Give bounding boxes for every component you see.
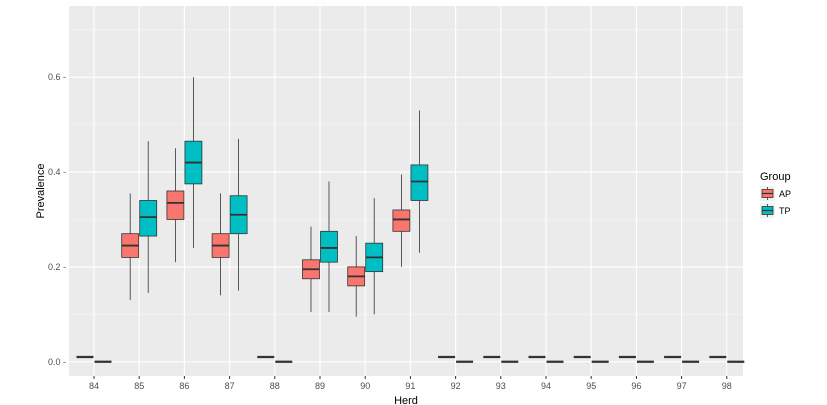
box-body bbox=[320, 230, 338, 263]
x-tick-label: 86 bbox=[179, 381, 189, 391]
legend-keys: AP TP bbox=[760, 186, 791, 218]
y-tick-label: 0.6 - bbox=[48, 72, 66, 82]
x-tick-label: 96 bbox=[631, 381, 641, 391]
box-TP-89 bbox=[320, 181, 338, 312]
x-tick-label: 97 bbox=[677, 381, 687, 391]
box-body bbox=[139, 200, 158, 237]
x-tick-label: 93 bbox=[496, 381, 506, 391]
y-tick-label: 0.2 - bbox=[48, 262, 66, 272]
x-tick-label: 91 bbox=[405, 381, 415, 391]
box-TP-85 bbox=[139, 141, 158, 293]
y-tick-label: 0.4 - bbox=[48, 167, 66, 177]
x-tick-label: 98 bbox=[722, 381, 732, 391]
x-tick-label: 85 bbox=[134, 381, 144, 391]
box-TP-87 bbox=[229, 138, 248, 291]
box-TP-86 bbox=[184, 77, 203, 248]
box-AP-91 bbox=[392, 174, 411, 267]
box-AP-86 bbox=[166, 148, 185, 263]
x-tick-label: 94 bbox=[541, 381, 551, 391]
box-layer bbox=[76, 77, 745, 363]
x-axis: 84 85 86 87 88 89 90 91 92 93 94 95 96 97 98 bbox=[89, 376, 732, 391]
x-tick-label: 92 bbox=[451, 381, 461, 391]
x-tick-label: 89 bbox=[315, 381, 325, 391]
legend-label-TP: TP bbox=[779, 206, 791, 216]
legend-label-AP: AP bbox=[779, 189, 791, 199]
y-axis-title: Prevalence bbox=[35, 163, 47, 218]
legend: Group AP TP bbox=[760, 171, 791, 218]
y-tick-label: 0.0 - bbox=[48, 357, 66, 367]
box-body bbox=[166, 190, 185, 220]
y-axis: 0.0 - 0.2 - 0.4 - 0.6 - bbox=[48, 72, 66, 367]
box-TP-91 bbox=[410, 110, 429, 253]
legend-key-AP: AP bbox=[760, 186, 791, 201]
legend-title: Group bbox=[760, 171, 791, 183]
grid-major bbox=[69, 6, 743, 376]
box-AP-89 bbox=[302, 226, 320, 312]
box-body bbox=[392, 209, 411, 232]
x-tick-label: 84 bbox=[89, 381, 99, 391]
box-AP-87 bbox=[211, 193, 230, 296]
x-tick-label: 88 bbox=[270, 381, 280, 391]
x-tick-label: 87 bbox=[225, 381, 235, 391]
box-AP-90 bbox=[347, 236, 366, 317]
box-TP-90 bbox=[365, 198, 384, 315]
x-axis-title: Herd bbox=[394, 395, 418, 405]
legend-key-TP: TP bbox=[760, 203, 791, 218]
box-body bbox=[410, 164, 429, 201]
x-tick-label: 90 bbox=[360, 381, 370, 391]
box-AP-85 bbox=[121, 193, 140, 301]
x-tick-label: 95 bbox=[586, 381, 596, 391]
